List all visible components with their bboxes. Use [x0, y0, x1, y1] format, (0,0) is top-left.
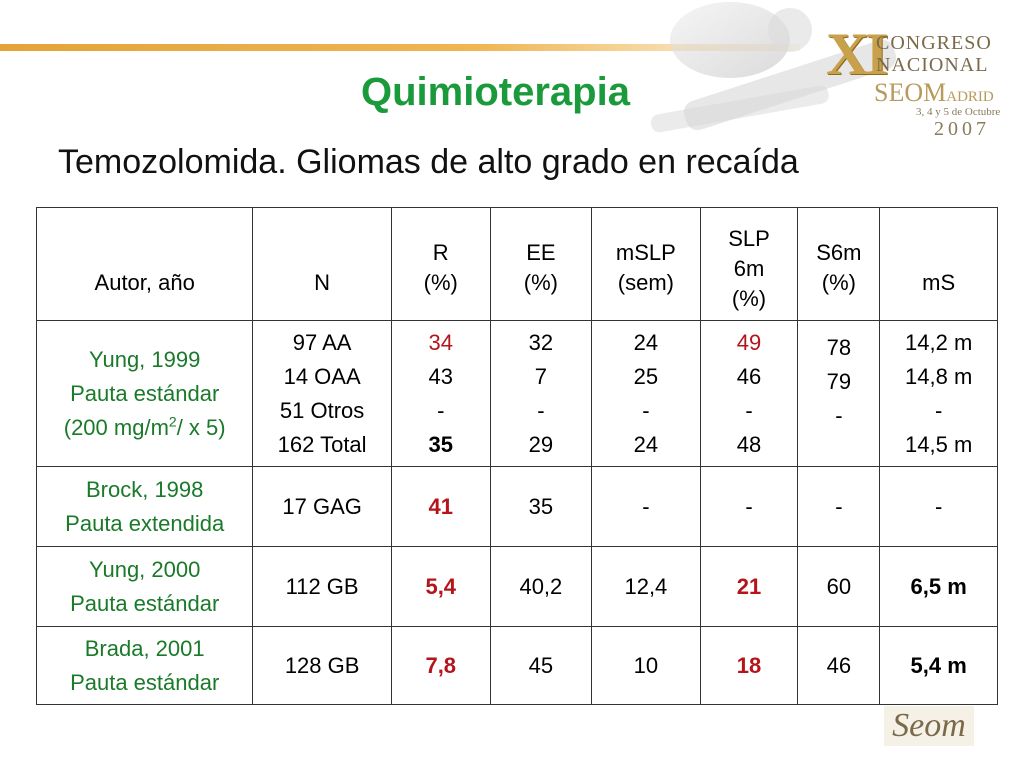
cell-n: 112 GB [252, 546, 392, 627]
header-ee: EE (%) [489, 207, 593, 321]
header-r: R (%) [390, 207, 491, 321]
logo-dates: 3, 4 y 5 de Octubre [916, 106, 1001, 118]
cell-r: 41 [390, 466, 491, 547]
cell-author: Yung, 1999 Pauta estándar (200 mg/m2/ x … [35, 320, 254, 467]
logo-nacional: NACIONAL [876, 54, 989, 76]
results-table: Autor, año N R (%) EE (%) mSLP (sem) SLP… [35, 207, 998, 705]
cell-slp6m: 18 [699, 626, 799, 705]
header-n: N [252, 207, 392, 321]
cell-s6m: 46 [797, 626, 881, 705]
cell-ms: - [879, 466, 998, 547]
cell-slp6m: 21 [699, 546, 799, 627]
congress-logo: XI CONGRESO NACIONAL SEOMADRID 3, 4 y 5 … [826, 20, 1022, 144]
cell-mslp: - [591, 466, 701, 547]
header-ms: mS [879, 207, 998, 321]
slide-title: Quimioterapia [361, 70, 630, 114]
cell-ee: 32 7 - 29 [489, 320, 593, 467]
logo-xi-mark: XI [826, 21, 889, 87]
cell-n: 17 GAG [252, 466, 392, 547]
cell-mslp: 10 [591, 626, 701, 705]
table-row: Brada, 2001 Pauta estándar 128 GB 7,8 45… [35, 626, 998, 705]
cell-r: 34 43 - 35 [390, 320, 491, 467]
cell-ee: 40,2 [489, 546, 593, 627]
header-mslp: mSLP (sem) [591, 207, 701, 321]
table-header-row: Autor, año N R (%) EE (%) mSLP (sem) SLP… [35, 207, 998, 321]
slide-subtitle: Temozolomida. Gliomas de alto grado en r… [58, 143, 799, 181]
seom-bottom-logo: Seom [884, 706, 974, 746]
cell-n: 97 AA 14 OAA 51 Otros 162 Total [252, 320, 392, 467]
cell-author: Yung, 2000 Pauta estándar [35, 546, 254, 627]
cell-ee: 35 [489, 466, 593, 547]
cell-slp6m: 49 46 - 48 [699, 320, 799, 467]
cell-n: 128 GB [252, 626, 392, 705]
cell-s6m: - [797, 466, 881, 547]
top-decorative-rule [0, 44, 800, 51]
cell-r: 7,8 [390, 626, 491, 705]
header-author: Autor, año [35, 207, 254, 321]
logo-congreso: CONGRESO [876, 32, 992, 54]
cell-author: Brock, 1998 Pauta extendida [35, 466, 254, 547]
header-slp6m: SLP 6m (%) [699, 207, 799, 321]
table-row: Yung, 1999 Pauta estándar (200 mg/m2/ x … [35, 320, 998, 467]
background-illustration [640, 0, 1024, 150]
cell-slp6m: - [699, 466, 799, 547]
cell-s6m: 78 79 - [797, 320, 881, 467]
header-s6m: S6m (%) [797, 207, 881, 321]
cell-r: 5,4 [390, 546, 491, 627]
logo-year: 2007 [934, 118, 990, 140]
cell-ms: 6,5 m [879, 546, 998, 627]
table-row: Brock, 1998 Pauta extendida 17 GAG 41 35… [35, 466, 998, 547]
cell-author: Brada, 2001 Pauta estándar [35, 626, 254, 705]
logo-seom-madrid: SEOMADRID [874, 78, 994, 107]
cell-mslp: 24 25 - 24 [591, 320, 701, 467]
cell-ms: 5,4 m [879, 626, 998, 705]
cell-ms: 14,2 m 14,8 m - 14,5 m [879, 320, 998, 467]
cell-ee: 45 [489, 626, 593, 705]
cell-s6m: 60 [797, 546, 881, 627]
table-row: Yung, 2000 Pauta estándar 112 GB 5,4 40,… [35, 546, 998, 627]
cell-mslp: 12,4 [591, 546, 701, 627]
